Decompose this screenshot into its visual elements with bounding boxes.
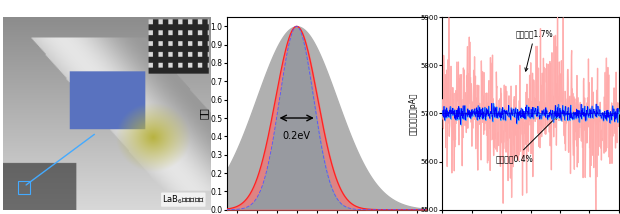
Text: 雑音比：1.7%: 雑音比：1.7%: [516, 29, 554, 71]
Y-axis label: 強度: 強度: [199, 108, 209, 119]
Bar: [17, 181, 30, 194]
Y-axis label: 電子線電流（pA）: 電子線電流（pA）: [409, 92, 418, 135]
Text: LaB$_6$ナノワイヤ: LaB$_6$ナノワイヤ: [162, 193, 205, 206]
Text: 0.2eV: 0.2eV: [283, 131, 311, 141]
Text: 雑音比：0.4%: 雑音比：0.4%: [495, 116, 557, 163]
